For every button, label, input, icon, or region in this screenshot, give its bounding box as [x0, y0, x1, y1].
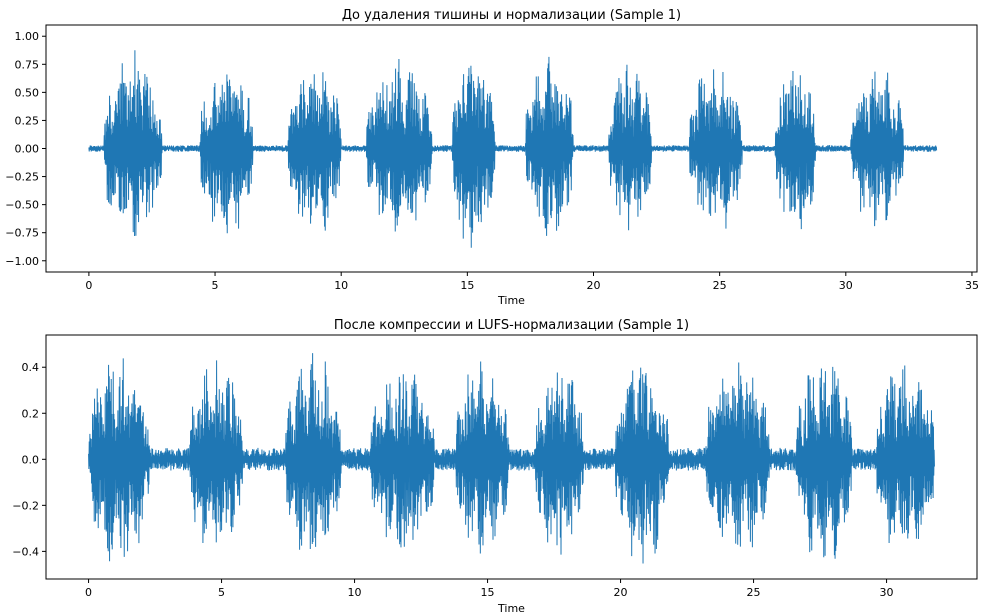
x-tick-label: 15: [481, 586, 495, 599]
x-tick-label: 25: [747, 586, 761, 599]
chart-2: 0 5 10 15 20 25 30 −0.4 −0.2 0.0 0.2 0.4 После компр…: [12, 318, 978, 615]
y-tick-label: 0.50: [15, 86, 40, 99]
y-tick-label: 0.00: [15, 143, 40, 156]
y-tick-label: −0.4: [12, 545, 39, 558]
y-tick-label: −1.00: [5, 255, 39, 268]
y-tick-label: 0.25: [15, 114, 40, 127]
x-tick-label: 0: [85, 279, 92, 292]
y-tick-label: 0.4: [22, 361, 40, 374]
y-tick-label: −0.50: [5, 199, 39, 212]
x-axis-label: Time: [497, 602, 525, 615]
x-tick-label: 5: [218, 586, 225, 599]
x-tick-label: 0: [85, 586, 92, 599]
y-tick-label: −0.25: [5, 171, 39, 184]
x-tick-label: 35: [965, 279, 979, 292]
x-tick-label: 10: [348, 586, 362, 599]
plot-frame: [45, 334, 978, 580]
x-tick-label: 20: [614, 586, 628, 599]
x-axis-label: Time: [497, 294, 525, 307]
y-tick-label: −0.75: [5, 227, 39, 240]
x-tick-label: 20: [586, 279, 600, 292]
x-tick-label: 30: [839, 279, 853, 292]
x-tick-label: 25: [713, 279, 727, 292]
chart-title: После компрессии и LUFS-нормализации (Sa…: [334, 318, 689, 333]
y-tick-label: 0.2: [22, 407, 40, 420]
x-tick-label: 15: [460, 279, 474, 292]
waveform-line: [88, 353, 935, 564]
y-tick-label: 0.0: [22, 453, 40, 466]
chart-title: До удаления тишины и нормализации (Sampl…: [342, 8, 681, 23]
y-tick-label: −0.2: [12, 499, 39, 512]
x-tick-label: 30: [880, 586, 894, 599]
chart-1: 0 5 10 15 20 25 30 35 −1.00 −0.75 −0.50 −0.25 0.00 0.…: [5, 8, 979, 307]
y-tick-label: 0.75: [15, 58, 40, 71]
x-tick-label: 5: [212, 279, 219, 292]
x-tick-label: 10: [334, 279, 348, 292]
y-tick-label: 1.00: [15, 30, 40, 43]
waveform-line: [88, 50, 938, 248]
